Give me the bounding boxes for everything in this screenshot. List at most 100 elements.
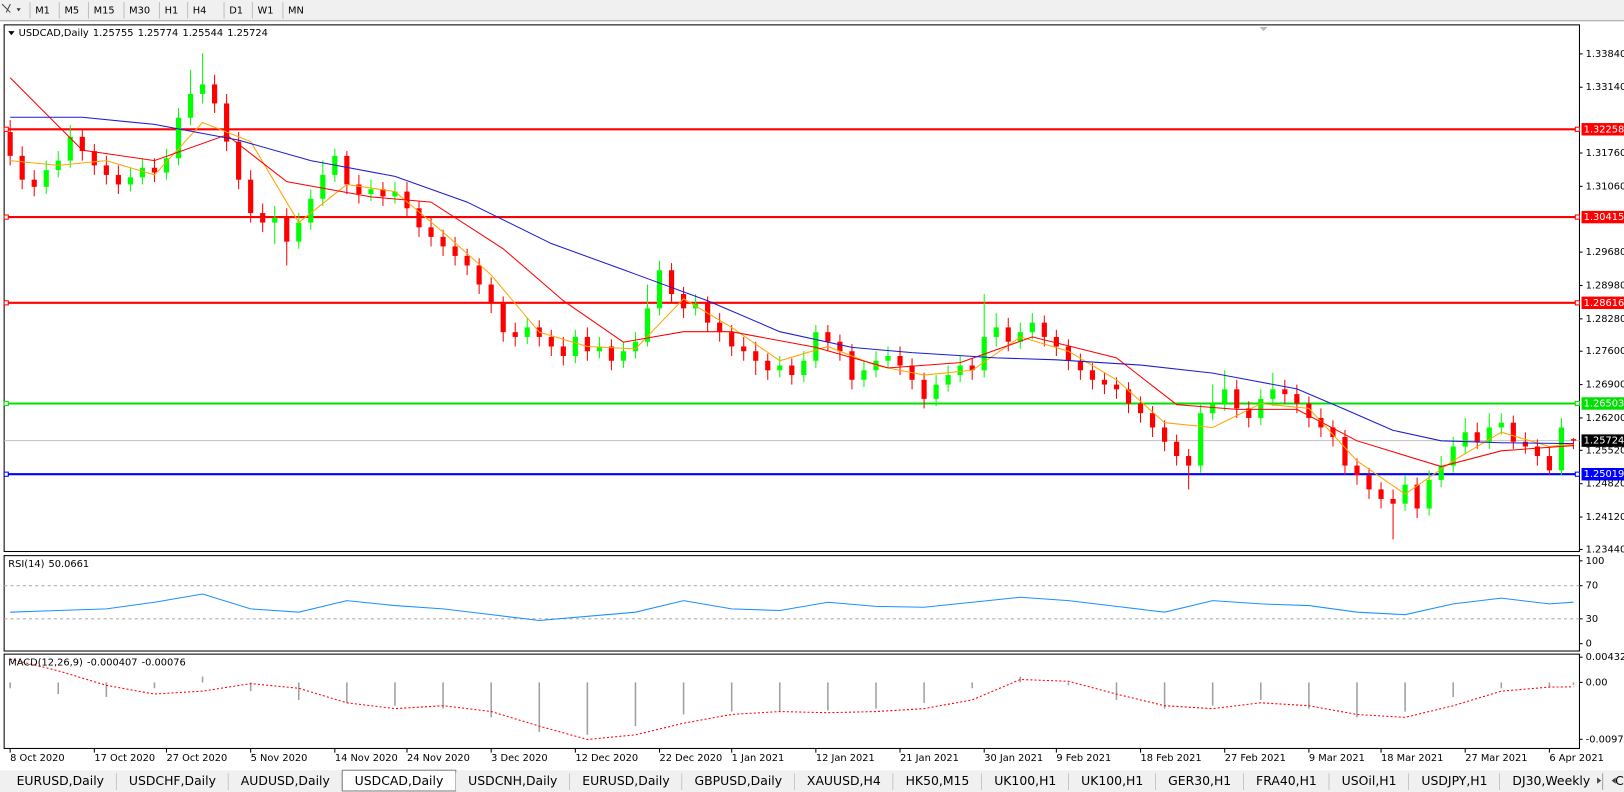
chart-tab[interactable]: [1243, 772, 1330, 791]
timeframe-button[interactable]: M30: [129, 5, 150, 16]
x-tick-label: 9 Mar 2021: [1309, 753, 1365, 764]
timeframe-button[interactable]: M15: [94, 5, 115, 16]
chart-tab[interactable]: [116, 772, 229, 791]
timeframe-button[interactable]: D1: [229, 5, 243, 16]
candle-body: [765, 360, 771, 371]
level-handle: [1574, 214, 1580, 220]
timeframe-button[interactable]: M1: [35, 5, 50, 16]
candle-body: [885, 355, 891, 361]
candle-body: [572, 336, 578, 356]
candle-body: [1137, 403, 1144, 414]
candle-body: [488, 284, 494, 304]
timeframe-button[interactable]: W1: [258, 5, 274, 16]
chart-tab[interactable]: [893, 772, 982, 791]
y-tick-label: 0.00: [1586, 677, 1608, 688]
chart-tab-label[interactable]: EURUSD,Daily: [17, 773, 104, 788]
chart-tab[interactable]: [1408, 772, 1500, 791]
candle-body: [464, 255, 470, 266]
chart-tab[interactable]: [1068, 772, 1156, 791]
candle-body: [512, 332, 518, 337]
chart-tab-label[interactable]: DJ30,Weekly: [1512, 773, 1590, 788]
chart-tab[interactable]: [1155, 772, 1244, 791]
y-tick-label: 1.29680: [1586, 247, 1624, 258]
chart-tab[interactable]: [455, 772, 570, 791]
x-tick-label: 24 Nov 2020: [407, 753, 470, 764]
chart-tab-label[interactable]: USDCAD,Daily: [355, 773, 444, 788]
chart-tab-label[interactable]: GER30,H1: [1168, 773, 1231, 788]
chart-tab-label[interactable]: GBPUSD,Daily: [695, 773, 783, 788]
candle-body: [31, 179, 37, 187]
chart-tab-label[interactable]: USDCNH,Daily: [468, 773, 557, 788]
x-tick-label: 27 Feb 2021: [1225, 753, 1286, 764]
chart-tab-label[interactable]: HK50,M15: [906, 773, 970, 788]
candle-body: [284, 217, 290, 242]
candle-body: [440, 236, 446, 247]
toolbar-icon[interactable]: [1, 3, 11, 13]
candle-body: [127, 177, 133, 185]
candle-body: [1089, 370, 1096, 380]
chart-tab[interactable]: [228, 772, 343, 791]
candle-body: [1041, 322, 1047, 337]
level-handle: [1574, 126, 1580, 132]
level-label-bg: [1581, 210, 1624, 224]
tab-scroll[interactable]: [1597, 777, 1616, 784]
candle-body: [1366, 475, 1372, 490]
x-tick-label: 22 Dec 2020: [660, 753, 723, 764]
candle-body: [476, 265, 482, 285]
candle-body: [187, 93, 194, 118]
level-handle: [1574, 400, 1580, 407]
candle-body: [1450, 446, 1456, 466]
chart-tab-label[interactable]: USDJPY,H1: [1421, 773, 1487, 788]
chart-header: 1.25774: [138, 28, 179, 39]
chart-header: 1.25755: [93, 28, 134, 39]
chart-tab[interactable]: [794, 772, 894, 791]
timeframe-button[interactable]: H1: [165, 5, 179, 16]
chart-tab[interactable]: [1329, 772, 1409, 791]
candle-body: [320, 174, 326, 199]
chart-tab-label[interactable]: UK100,H1: [994, 773, 1056, 788]
candle-body: [993, 327, 999, 337]
x-tick-label: 30 Jan 2021: [984, 753, 1043, 764]
candle-body: [1294, 394, 1300, 404]
candle-body: [248, 179, 254, 214]
macd-header: -0.000407: [87, 657, 137, 668]
macd-panel: [3, 653, 1580, 749]
chart-tab-label[interactable]: AUDUSD,Daily: [241, 773, 330, 788]
level-handle: [3, 471, 9, 477]
chart-tab-label[interactable]: UK100,H1: [1081, 773, 1143, 788]
candle-body: [717, 322, 723, 333]
timeframe-button[interactable]: H4: [193, 5, 207, 16]
candle-body: [741, 346, 747, 352]
candle-body: [560, 346, 566, 356]
candle-body: [957, 365, 963, 376]
timeframe-button[interactable]: M5: [64, 5, 79, 16]
chart-tab[interactable]: [682, 772, 795, 791]
candle-body: [921, 379, 927, 399]
candle-body: [7, 132, 13, 156]
chart-tab-label[interactable]: XAUUSD,H4: [807, 773, 881, 788]
candle-body: [849, 351, 855, 380]
chart-tab-label[interactable]: CHINA300,H1: [1615, 773, 1624, 788]
level-handle: [3, 400, 9, 407]
chart-tab-label[interactable]: USOil,H1: [1342, 773, 1397, 788]
candle-body: [813, 332, 819, 361]
toolbar-dropdown[interactable]: [16, 8, 21, 12]
current-price-bg: [1581, 434, 1624, 447]
macd-header: MACD(12,26,9): [8, 657, 83, 668]
chart-tab-label[interactable]: FRA40,H1: [1256, 773, 1317, 788]
chart-tab-label[interactable]: USDCHF,Daily: [129, 773, 216, 788]
candle-body: [1258, 398, 1264, 418]
chart-tab[interactable]: [569, 772, 683, 791]
y-tick-label: 70: [1586, 581, 1599, 592]
y-tick-label: 1.33840: [1586, 49, 1624, 60]
chart-tab[interactable]: [1499, 772, 1595, 791]
timeframe-button[interactable]: MN: [288, 5, 304, 16]
chart-tab-label[interactable]: EURUSD,Daily: [582, 773, 669, 788]
y-tick-label: 1.28280: [1586, 314, 1624, 325]
candle-body: [1498, 422, 1504, 428]
candle-body: [1125, 389, 1132, 404]
chart-tab[interactable]: [4, 772, 117, 791]
y-tick-label: 1.28980: [1586, 280, 1624, 291]
chart-tab[interactable]: [981, 772, 1069, 791]
